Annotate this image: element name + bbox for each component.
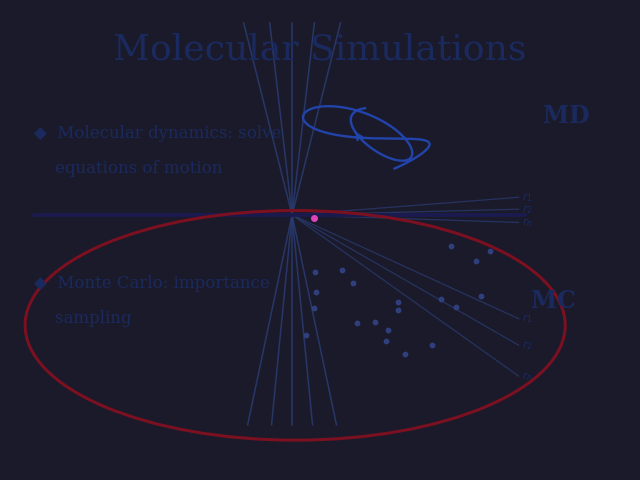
Point (484, 247, 495, 255)
Point (446, 242, 456, 250)
Point (392, 306, 403, 313)
Point (311, 288, 321, 296)
Point (348, 279, 358, 287)
Text: $r_2$: $r_2$ (522, 203, 532, 216)
Point (310, 268, 321, 276)
Point (381, 337, 391, 345)
Text: ◆  Monte Carlo: importance: ◆ Monte Carlo: importance (35, 275, 270, 292)
Point (427, 341, 437, 348)
Text: $r_1$: $r_1$ (522, 312, 532, 325)
Point (400, 350, 410, 358)
Text: $r_n$: $r_n$ (522, 216, 532, 229)
Point (435, 295, 445, 303)
Text: $r_2$: $r_2$ (522, 339, 532, 352)
Text: sampling: sampling (35, 310, 132, 327)
Text: ◆  Molecular dynamics: solve: ◆ Molecular dynamics: solve (35, 125, 282, 142)
Text: MC: MC (531, 289, 576, 313)
Text: equations of motion: equations of motion (35, 160, 223, 177)
Text: MD: MD (543, 104, 590, 128)
Text: $r_1$: $r_1$ (522, 191, 532, 204)
Point (337, 266, 348, 274)
Point (369, 319, 380, 326)
Point (393, 299, 403, 306)
Point (352, 319, 362, 327)
Point (309, 305, 319, 312)
Point (471, 257, 481, 264)
Point (476, 292, 486, 300)
Text: $r_n$: $r_n$ (522, 370, 532, 383)
Point (451, 303, 461, 311)
Text: Molecular Simulations: Molecular Simulations (113, 32, 527, 66)
Point (383, 326, 394, 334)
Point (301, 331, 311, 339)
